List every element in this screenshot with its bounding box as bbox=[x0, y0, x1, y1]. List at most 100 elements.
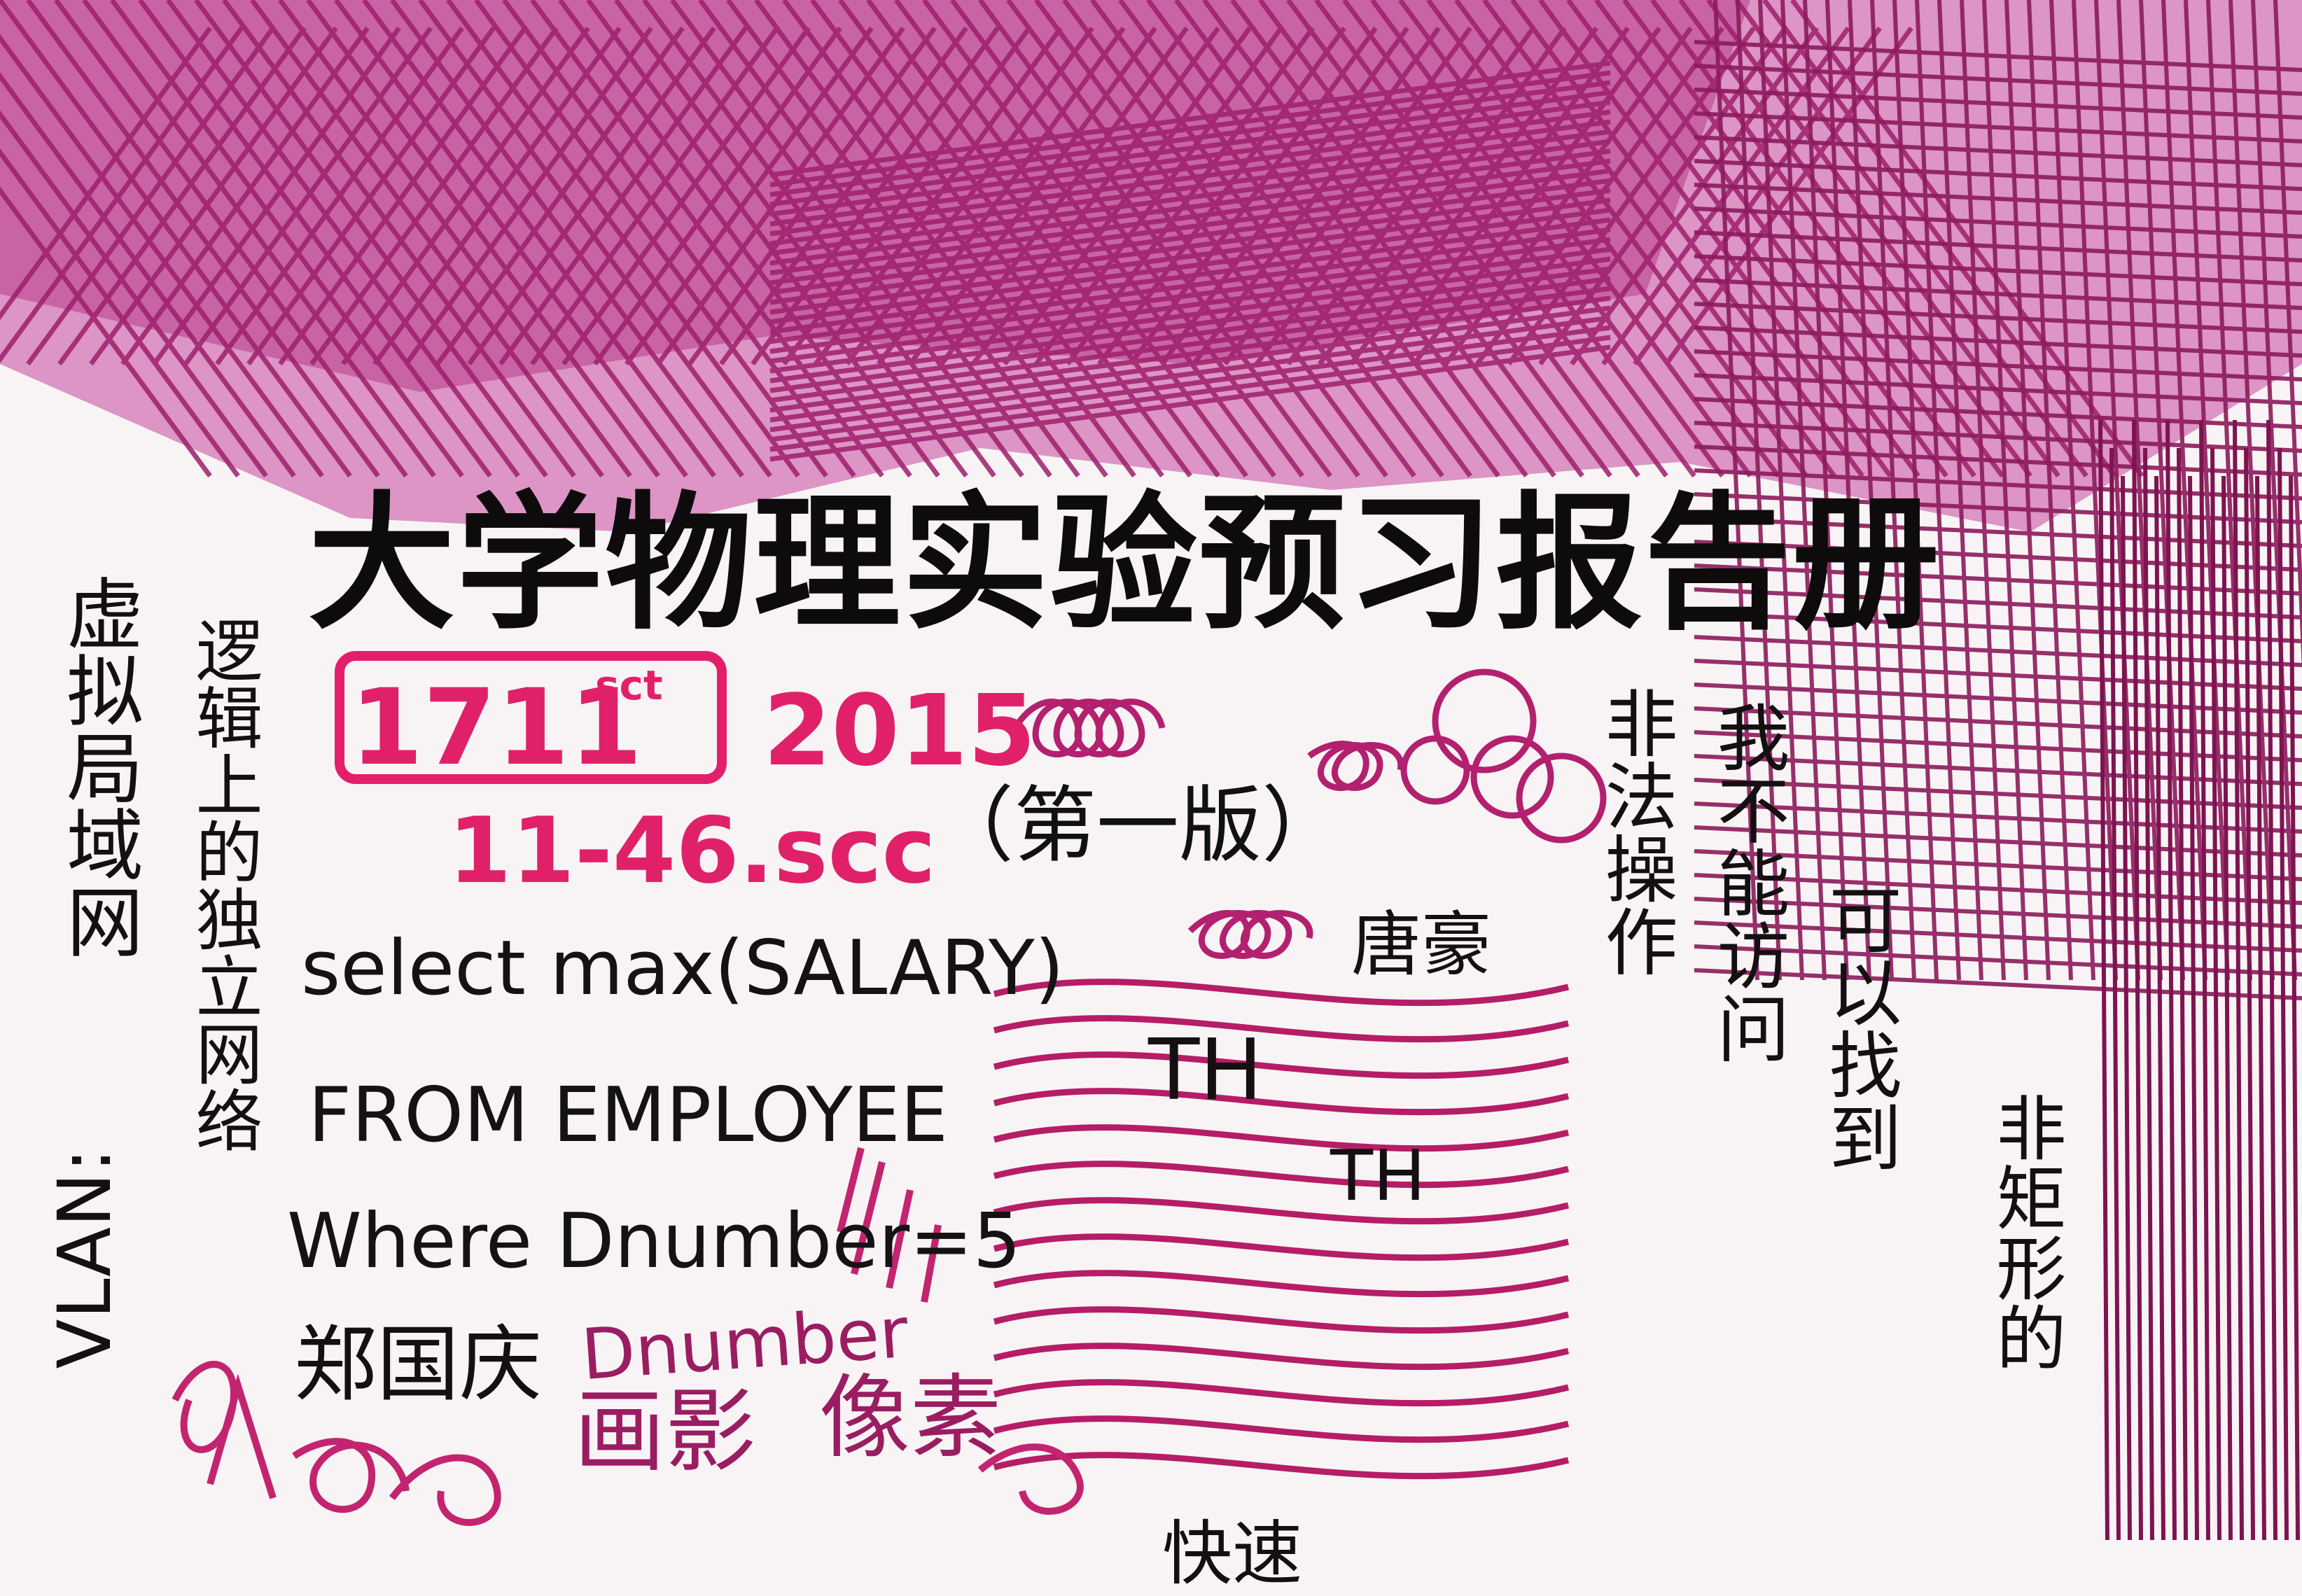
hatch-stroke bbox=[1097, 26, 1346, 366]
hatch-stroke bbox=[390, 0, 744, 478]
hatch-stroke bbox=[769, 178, 1611, 295]
hatch-stroke bbox=[120, 26, 370, 366]
grid-stroke bbox=[2049, 0, 2095, 981]
hatch-stroke bbox=[306, 0, 660, 478]
hatch-stroke bbox=[341, 26, 590, 366]
th-mark-2: TH bbox=[1330, 1135, 1426, 1217]
wave-stroke bbox=[993, 1197, 1570, 1225]
vertical-stroke bbox=[2109, 447, 2121, 1541]
chinese-note-xiangsu: 像素 bbox=[819, 1364, 1002, 1471]
hatch-stroke bbox=[769, 315, 1611, 433]
hatch-stroke bbox=[1538, 0, 1892, 478]
grid-stroke bbox=[2004, 0, 2051, 981]
vertical-stroke bbox=[2098, 419, 2109, 1541]
hatch-stroke bbox=[769, 197, 1611, 315]
grid-stroke bbox=[1892, 0, 1939, 981]
hatch-stroke bbox=[769, 207, 1611, 325]
hatch-stroke bbox=[435, 26, 685, 366]
wave-stroke bbox=[993, 1343, 1570, 1371]
grid-stroke bbox=[2027, 0, 2073, 981]
hatch-stroke bbox=[769, 188, 1611, 305]
wave-stroke bbox=[993, 1270, 1570, 1298]
hatch-stroke bbox=[246, 26, 496, 366]
vertical-stroke bbox=[2277, 447, 2289, 1541]
hatch-stroke bbox=[278, 26, 527, 366]
wave-stroke bbox=[993, 1088, 1570, 1116]
grid-stroke bbox=[1694, 183, 2302, 215]
vertical-stroke bbox=[2132, 419, 2143, 1541]
grid-stroke bbox=[1694, 159, 2302, 191]
boxed-number-frame bbox=[335, 651, 727, 784]
hatch-stroke bbox=[769, 139, 1611, 256]
edition-label: （第一版） bbox=[931, 777, 1345, 874]
hatch-stroke bbox=[978, 0, 1332, 478]
right-grid-strokes bbox=[1694, 0, 2302, 1000]
year-number: 2015 bbox=[763, 674, 1036, 788]
vertical-stroke bbox=[2188, 475, 2199, 1541]
hatch-stroke bbox=[530, 0, 884, 478]
grid-stroke bbox=[2184, 0, 2230, 981]
hatch-stroke bbox=[754, 0, 1108, 478]
hatch-stroke bbox=[769, 276, 1611, 393]
hatch-stroke bbox=[769, 119, 1611, 237]
grid-stroke bbox=[1694, 778, 2302, 810]
hatch-stroke bbox=[769, 237, 1611, 354]
hatch-stroke bbox=[1734, 0, 2088, 478]
grid-stroke bbox=[1694, 254, 2302, 286]
hatch-stroke bbox=[183, 26, 433, 366]
wave-stroke bbox=[993, 1051, 1570, 1079]
hatch-stroke bbox=[877, 26, 1126, 366]
vertical-note-1: 逻辑上的独立网络 bbox=[184, 616, 263, 1154]
hatch-stroke bbox=[1034, 26, 1283, 366]
hatch-stroke bbox=[222, 0, 576, 478]
hatch-stroke bbox=[0, 34, 324, 478]
vertical-stroke bbox=[2221, 475, 2233, 1541]
vertical-stroke bbox=[2289, 475, 2300, 1541]
vertical-stroke bbox=[2165, 419, 2177, 1541]
wave-stroke bbox=[993, 1161, 1570, 1189]
hatch-stroke bbox=[89, 26, 338, 366]
grid-stroke bbox=[1694, 64, 2302, 96]
grid-stroke bbox=[1694, 40, 2302, 72]
wave-stroke bbox=[993, 1452, 1570, 1480]
wave-stroke bbox=[993, 1379, 1570, 1407]
hatch-stroke bbox=[769, 266, 1611, 384]
hatch-stroke bbox=[769, 217, 1611, 335]
vertical-stroke bbox=[2154, 475, 2165, 1541]
sql-line-1: select max(SALARY) bbox=[301, 925, 1064, 1012]
hatch-stroke bbox=[814, 26, 1063, 366]
hatch-stroke bbox=[530, 26, 779, 366]
hatch-stroke bbox=[769, 90, 1611, 207]
hatch-stroke bbox=[82, 0, 436, 478]
hatch-stroke bbox=[894, 0, 1248, 478]
hatch-stroke bbox=[467, 26, 716, 366]
hatch-stroke bbox=[769, 158, 1611, 276]
hatch-stroke bbox=[769, 80, 1611, 197]
boxed-suffix: sct bbox=[595, 662, 663, 709]
wave-stroke bbox=[993, 1415, 1570, 1443]
second-number-line: 11-46.scc bbox=[448, 797, 936, 904]
vertical-note-3: 我不能访问 bbox=[1704, 700, 1790, 1064]
wavy-lines bbox=[993, 979, 1570, 1480]
hatch-stroke bbox=[769, 70, 1611, 188]
hatch-stroke bbox=[1258, 0, 1612, 478]
grid-stroke bbox=[1694, 230, 2302, 262]
grid-stroke bbox=[1694, 659, 2302, 691]
hatch-stroke bbox=[0, 26, 212, 321]
hatch-stroke bbox=[0, 186, 212, 478]
grid-stroke bbox=[1803, 0, 1849, 981]
grid-stroke bbox=[1694, 111, 2302, 144]
grid-stroke bbox=[1694, 135, 2302, 167]
hatch-stroke bbox=[26, 26, 275, 366]
hatch-stroke bbox=[57, 26, 307, 366]
hatch-stroke bbox=[1398, 0, 1752, 478]
hatch-stroke bbox=[278, 0, 632, 478]
hatch-stroke bbox=[1570, 26, 1819, 366]
hatch-stroke bbox=[769, 305, 1611, 423]
vertical-stroke bbox=[2177, 447, 2188, 1541]
hatch-stroke bbox=[769, 246, 1611, 364]
grid-stroke bbox=[1694, 968, 2302, 1000]
grid-stroke bbox=[1694, 849, 2302, 881]
